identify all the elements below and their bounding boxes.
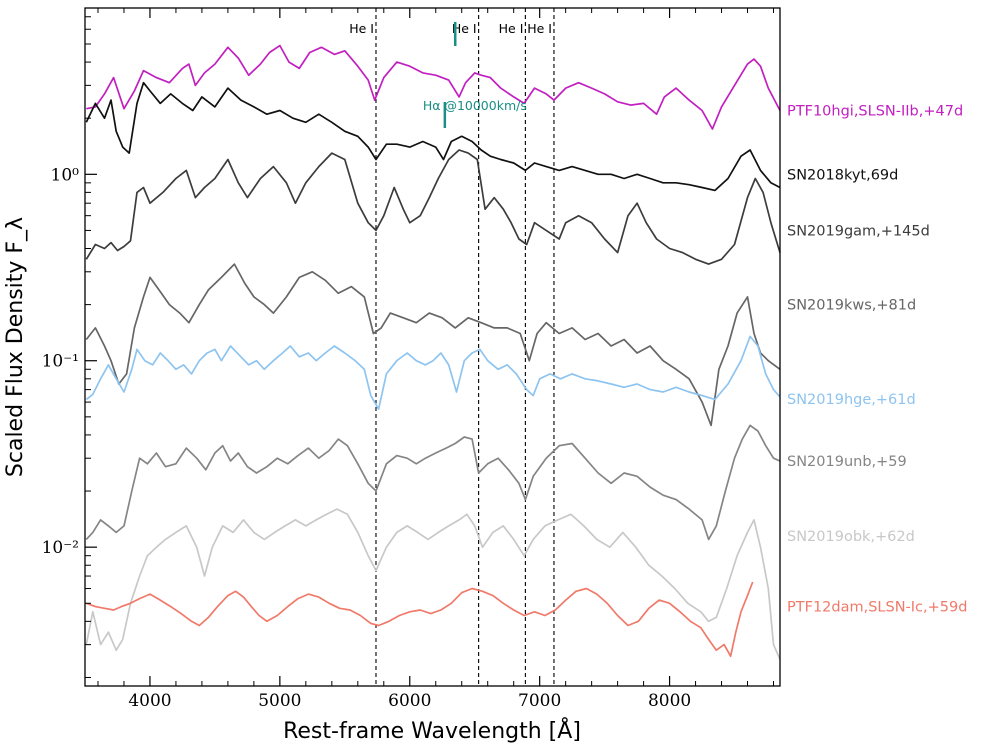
series-line-7 <box>86 581 754 658</box>
reference-line-label-0: He I <box>349 21 374 36</box>
series-line-5 <box>85 424 781 541</box>
axis-ticks <box>85 8 775 686</box>
x-tick-label-3: 7000 <box>518 691 561 711</box>
series-line-2 <box>85 149 781 265</box>
plot-frame <box>84 7 781 687</box>
x-tick-label-1: 5000 <box>258 691 301 711</box>
x-tick-label-2: 6000 <box>388 691 431 711</box>
y-axis-title: Scaled Flux Density F_λ <box>3 217 28 477</box>
series-label-6: SN2019obk,+62d <box>787 529 915 545</box>
spectra-series <box>85 44 781 660</box>
series-line-3 <box>85 263 781 427</box>
y-tick-label-0: 10⁰ <box>51 165 80 185</box>
y-tick-label-1: 10⁻¹ <box>42 352 79 372</box>
halpha-label: Hα @10000km/s <box>423 98 527 113</box>
reference-line-label-1: He I <box>452 21 477 36</box>
series-label-4: SN2019hge,+61d <box>787 392 916 408</box>
tick-labels: 4000 5000 6000 7000 8000 10⁰ 10⁻¹ 10⁻² <box>42 165 692 711</box>
series-label-2: SN2019gam,+145d <box>787 223 930 239</box>
series-labels: PTF10hgi,SLSN-IIb,+47d SN2018kyt,69d SN201… <box>787 103 967 615</box>
series-line-1 <box>85 81 781 192</box>
series-label-7: PTF12dam,SLSN-Ic,+59d <box>787 600 967 616</box>
series-label-3: SN2019kws,+81d <box>787 298 916 314</box>
reference-line-label-2: He I <box>499 21 524 36</box>
series-line-0 <box>86 44 781 130</box>
x-tick-label-4: 8000 <box>648 691 691 711</box>
series-label-1: SN2018kyt,69d <box>787 167 898 183</box>
x-tick-label-0: 4000 <box>128 691 171 711</box>
reference-line-label-3: He I <box>527 21 552 36</box>
series-line-6 <box>85 508 781 660</box>
y-tick-label-2: 10⁻² <box>42 538 79 558</box>
halpha-marker: Hα @10000km/s <box>423 22 527 128</box>
x-axis-title: Rest-frame Wavelength [Å] <box>283 717 581 744</box>
series-label-0: PTF10hgi,SLSN-IIb,+47d <box>787 103 963 119</box>
series-label-5: SN2019unb,+59 <box>787 454 907 470</box>
series-line-4 <box>85 335 781 410</box>
